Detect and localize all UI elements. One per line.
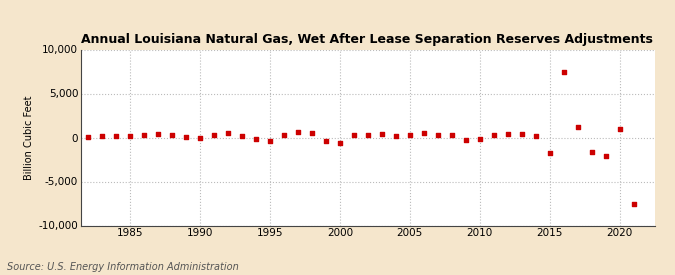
Point (348, 132, 359, 137)
Point (265, 138, 275, 143)
Point (587, 149, 597, 154)
Point (377, 132, 387, 136)
Point (572, 125, 583, 129)
Point (489, 133, 500, 137)
Point (404, 133, 415, 138)
Point (335, 141, 346, 145)
Point (279, 133, 290, 137)
Point (306, 131, 317, 135)
Point (223, 131, 234, 135)
Point (362, 133, 373, 137)
Point (460, 138, 471, 142)
Point (600, 154, 611, 158)
Point (558, 70, 569, 75)
Point (531, 133, 541, 138)
Point (418, 131, 429, 135)
Point (167, 133, 178, 137)
Point (545, 151, 556, 156)
Point (180, 135, 191, 139)
Text: Annual Louisiana Natural Gas, Wet After Lease Separation Reserves Adjustments: Annual Louisiana Natural Gas, Wet After … (81, 32, 653, 46)
Text: Source: U.S. Energy Information Administration: Source: U.S. Energy Information Administ… (7, 262, 238, 272)
Point (292, 130, 303, 134)
Point (516, 132, 527, 136)
Point (502, 132, 513, 136)
Point (194, 136, 205, 141)
Point (138, 133, 149, 138)
Point (390, 133, 401, 138)
Point (321, 139, 331, 144)
Point (628, 202, 639, 207)
Point (433, 133, 443, 137)
Point (125, 134, 136, 139)
Point (153, 132, 163, 136)
Point (236, 134, 247, 139)
Point (475, 137, 485, 141)
Point (250, 136, 261, 141)
Point (209, 132, 219, 137)
Point (97, 134, 107, 139)
Point (614, 126, 625, 131)
Point (446, 133, 457, 137)
Y-axis label: Billion Cubic Feet: Billion Cubic Feet (24, 95, 34, 180)
Point (111, 134, 122, 138)
Point (82, 135, 93, 139)
